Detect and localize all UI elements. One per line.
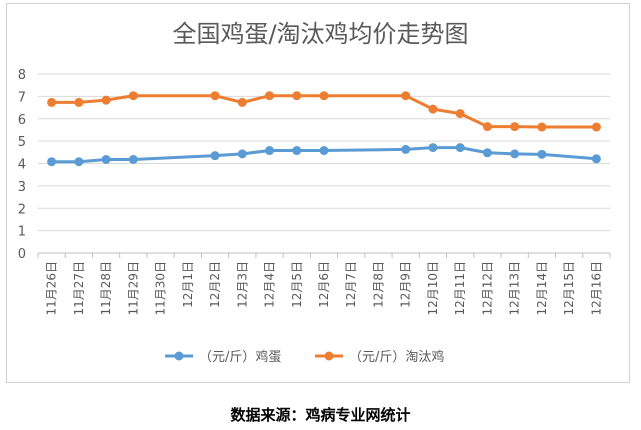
data-point xyxy=(510,122,520,132)
data-point xyxy=(47,97,57,107)
data-point xyxy=(237,97,247,107)
x-tick-label: 12月9日 xyxy=(399,261,413,308)
data-point xyxy=(74,97,84,107)
data-point xyxy=(128,91,138,101)
grid-lines xyxy=(38,73,610,254)
data-point xyxy=(455,143,465,153)
x-tick-label: 12月10日 xyxy=(426,261,440,316)
data-point xyxy=(128,154,138,164)
data-point xyxy=(265,91,275,101)
x-tick-label: 12月6日 xyxy=(317,261,331,308)
data-point xyxy=(537,149,547,159)
x-tick-label: 12月11日 xyxy=(453,261,467,316)
y-tick-label: 3 xyxy=(18,180,26,195)
data-point xyxy=(482,122,492,132)
x-tick-label: 11月30日 xyxy=(154,261,168,316)
y-tick-label: 5 xyxy=(18,135,26,150)
chart-frame xyxy=(6,3,630,383)
data-point xyxy=(265,146,275,156)
data-point xyxy=(74,157,84,167)
series-line-1 xyxy=(51,94,597,129)
legend: （元/斤）鸡蛋 （元/斤）淘汰鸡 xyxy=(165,349,444,365)
series-layer xyxy=(47,91,601,167)
data-point xyxy=(292,91,302,101)
x-tick-label: 12月2日 xyxy=(208,261,222,308)
data-source-note: 数据来源：鸡病专业网统计 xyxy=(230,406,411,424)
data-point xyxy=(292,146,302,156)
x-tick-label: 12月1日 xyxy=(181,261,195,308)
series-line-0 xyxy=(51,146,597,164)
data-point xyxy=(428,143,438,153)
x-tick-label: 12月13日 xyxy=(508,261,522,316)
y-tick-label: 8 xyxy=(18,68,26,83)
y-axis-ticks: 0 1 2 3 4 5 6 7 8 xyxy=(18,68,26,262)
legend-label-0: （元/斤）鸡蛋 xyxy=(199,349,281,365)
x-axis-ticks: 11月26日 11月27日 11月28日 11月29日 11月30日 12月1日 12月2日… xyxy=(37,253,611,316)
data-point xyxy=(319,146,329,156)
x-tick-label: 11月29日 xyxy=(126,261,140,316)
data-point xyxy=(401,91,411,101)
legend-marker-1 xyxy=(324,351,334,361)
data-point xyxy=(591,154,601,164)
data-point xyxy=(401,144,411,154)
x-tick-label: 12月15日 xyxy=(562,261,576,316)
data-point xyxy=(510,149,520,159)
x-tick-label: 12月3日 xyxy=(235,261,249,308)
chart-title: 全国鸡蛋/淘汰鸡均价走势图 xyxy=(172,20,469,48)
x-tick-label: 12月12日 xyxy=(480,261,494,316)
data-point xyxy=(537,122,547,132)
x-tick-label: 12月8日 xyxy=(371,261,385,308)
y-tick-label: 0 xyxy=(18,247,26,262)
data-point xyxy=(319,91,329,101)
legend-label-1: （元/斤）淘汰鸡 xyxy=(349,349,444,365)
x-tick-label: 12月5日 xyxy=(290,261,304,308)
data-point xyxy=(237,149,247,159)
x-tick-label: 11月28日 xyxy=(99,261,113,316)
data-point xyxy=(47,157,57,167)
x-tick-label: 11月27日 xyxy=(72,261,86,316)
x-tick-label: 12月7日 xyxy=(344,261,358,308)
data-point xyxy=(455,109,465,119)
legend-marker-0 xyxy=(174,351,184,361)
data-point xyxy=(428,104,438,114)
data-point xyxy=(101,154,111,164)
y-tick-label: 1 xyxy=(18,225,26,240)
y-tick-label: 4 xyxy=(18,158,26,173)
y-tick-label: 7 xyxy=(18,90,26,105)
y-tick-label: 2 xyxy=(18,202,26,217)
data-point xyxy=(482,148,492,158)
data-point xyxy=(101,95,111,105)
data-point xyxy=(210,151,220,161)
x-tick-label: 11月26日 xyxy=(45,261,59,316)
data-point xyxy=(591,122,601,132)
y-tick-label: 6 xyxy=(18,113,26,128)
x-tick-label: 12月4日 xyxy=(263,261,277,308)
x-tick-label: 12月14日 xyxy=(535,261,549,316)
data-point xyxy=(210,91,220,101)
x-tick-label: 12月16日 xyxy=(589,261,603,316)
